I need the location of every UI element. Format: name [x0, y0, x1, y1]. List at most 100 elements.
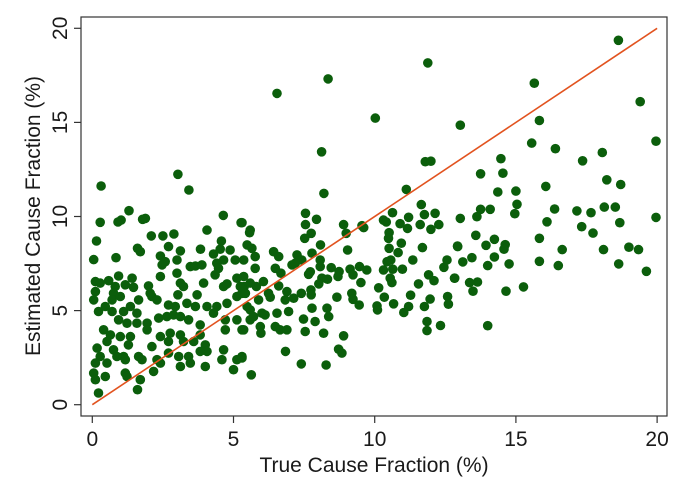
data-point: [434, 219, 444, 230]
data-point: [230, 255, 240, 265]
data-point: [307, 303, 317, 314]
data-point: [419, 301, 430, 312]
data-point: [354, 261, 365, 272]
data-point: [615, 217, 625, 228]
data-point: [415, 219, 426, 230]
data-point: [202, 225, 212, 235]
data-point: [112, 351, 122, 362]
data-point: [132, 318, 142, 329]
data-point: [512, 199, 522, 210]
data-point: [272, 308, 282, 319]
data-point: [541, 181, 551, 192]
data-point: [610, 202, 621, 212]
data-point: [498, 168, 508, 178]
data-point: [403, 301, 414, 312]
data-point: [386, 255, 396, 265]
data-point: [169, 229, 179, 239]
data-point: [314, 279, 324, 289]
x-tick-label: 10: [363, 428, 386, 451]
data-point: [122, 318, 132, 329]
data-point: [482, 320, 493, 331]
data-point: [651, 212, 661, 223]
data-point: [372, 305, 383, 315]
data-point: [111, 252, 121, 263]
data-point: [388, 299, 399, 309]
data-point: [455, 120, 466, 130]
data-point: [232, 273, 242, 284]
data-point: [635, 96, 645, 107]
data-point: [198, 278, 209, 288]
data-point: [321, 360, 331, 370]
data-point: [504, 259, 514, 269]
data-point: [107, 306, 117, 317]
data-point: [217, 354, 227, 365]
data-point: [542, 217, 552, 227]
data-point: [586, 207, 596, 218]
data-point: [499, 244, 509, 254]
data-point: [443, 299, 454, 310]
data-point: [220, 325, 231, 335]
data-point: [408, 255, 418, 265]
data-point: [534, 115, 545, 126]
data-point: [197, 260, 207, 270]
data-point: [202, 346, 212, 357]
data-point: [88, 254, 99, 265]
data-point: [246, 370, 257, 380]
data-point: [442, 291, 453, 302]
data-point: [419, 209, 430, 220]
x-tick-label: 20: [645, 428, 668, 451]
data-point: [455, 213, 466, 224]
data-point: [120, 354, 131, 365]
data-point: [534, 233, 545, 244]
data-point: [183, 351, 194, 362]
y-tick-label: 5: [49, 305, 72, 317]
data-point: [124, 205, 134, 216]
data-point: [300, 326, 311, 337]
data-point: [238, 325, 249, 335]
data-point: [417, 242, 428, 253]
data-point: [100, 301, 111, 312]
data-point: [403, 212, 414, 223]
data-point: [300, 208, 311, 219]
data-point: [300, 219, 311, 230]
data-point: [218, 345, 229, 355]
data-point: [322, 303, 332, 314]
data-point: [306, 228, 317, 239]
data-point: [208, 249, 219, 259]
data-point: [237, 353, 247, 363]
data-point: [123, 340, 134, 350]
data-point: [222, 279, 232, 289]
data-point: [396, 238, 407, 248]
data-point: [282, 325, 292, 335]
data-point: [576, 221, 587, 232]
data-point: [422, 316, 432, 327]
reference-line-y-equals-x: [91, 27, 658, 406]
data-point: [310, 316, 320, 327]
data-point: [315, 240, 326, 250]
data-point: [422, 325, 432, 336]
data-point: [213, 263, 224, 274]
data-point: [510, 208, 520, 219]
y-tick-label: 15: [49, 111, 72, 134]
data-point: [155, 331, 166, 342]
data-point: [120, 280, 131, 290]
data-point: [283, 306, 294, 317]
data-point: [378, 265, 389, 275]
data-point: [140, 213, 151, 224]
data-point: [549, 204, 560, 214]
data-point: [88, 295, 99, 305]
x-axis: 0 5 10 15 20: [86, 416, 669, 451]
data-point: [135, 246, 146, 257]
data-point: [172, 268, 182, 279]
data-point: [489, 234, 500, 245]
data-point: [315, 261, 326, 272]
data-point: [354, 300, 365, 310]
data-point: [253, 295, 264, 305]
data-point: [356, 277, 366, 288]
data-point: [429, 275, 439, 286]
data-point: [471, 230, 481, 241]
data-point: [95, 351, 105, 362]
data-point: [624, 242, 634, 252]
data-point: [260, 310, 270, 320]
data-points: [88, 35, 661, 398]
